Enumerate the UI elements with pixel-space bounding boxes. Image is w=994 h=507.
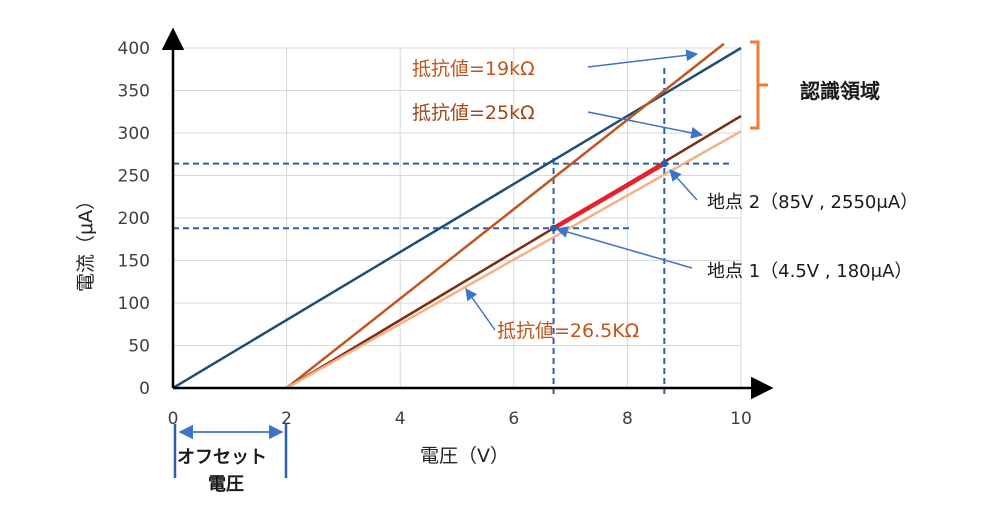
x-tick-label: 4 bbox=[395, 409, 406, 429]
y-tick-label: 250 bbox=[118, 167, 150, 187]
label-recognition-region: 認識領域 bbox=[800, 79, 880, 103]
x-tick-label: 10 bbox=[730, 409, 752, 429]
arrow-26-5k bbox=[465, 288, 496, 331]
arrow-25k bbox=[587, 111, 704, 139]
y-tick-label: 200 bbox=[118, 209, 150, 229]
y-tick-label: 350 bbox=[118, 82, 150, 102]
label-offset-voltage-1: オフセット bbox=[177, 447, 267, 468]
series-lines bbox=[172, 42, 742, 390]
x-tick-label: 6 bbox=[508, 409, 519, 429]
label-offset-voltage-2: 電圧 bbox=[208, 474, 244, 495]
y-tick-label: 400 bbox=[118, 39, 150, 59]
label-point-1: 地点 1（4.5V , 180μA） bbox=[707, 261, 912, 282]
grid bbox=[173, 47, 742, 388]
label-point-2: 地点 2（85V , 2550μA） bbox=[707, 192, 918, 213]
recognition-region-bracket bbox=[750, 40, 768, 130]
y-tick-label: 50 bbox=[128, 337, 150, 357]
reference-point-marker bbox=[660, 160, 668, 168]
x-tick-label: 0 bbox=[168, 409, 179, 429]
y-axis-title: 電流（μA） bbox=[75, 191, 97, 292]
y-tick-label: 100 bbox=[118, 294, 150, 314]
x-tick-label: 8 bbox=[622, 409, 633, 429]
label-resistance-19k: 抵抗値=19kΩ bbox=[412, 58, 535, 80]
label-resistance-25k: 抵抗値=25kΩ bbox=[412, 102, 535, 124]
y-tick-label: 150 bbox=[118, 252, 150, 272]
series-line-1 bbox=[285, 42, 725, 389]
offset-voltage-bracket bbox=[173, 424, 288, 478]
highlight-segment bbox=[551, 161, 667, 231]
series-line-3 bbox=[285, 130, 742, 390]
y-tick-label: 300 bbox=[118, 124, 150, 144]
x-tick-label: 2 bbox=[281, 409, 292, 429]
tick-labels: 0 50 100 150 200 250 300 350 400 0 2 4 6 8 10 bbox=[118, 39, 752, 429]
arrow-point-2 bbox=[669, 169, 698, 201]
x-axis-title: 電圧（V） bbox=[420, 445, 509, 467]
label-resistance-26-5k: 抵抗値=26.5KΩ bbox=[497, 320, 639, 342]
reference-point-marker bbox=[550, 224, 558, 232]
arrow-point-1 bbox=[555, 226, 693, 269]
arrow-19k bbox=[587, 49, 699, 68]
y-tick-label: 0 bbox=[139, 379, 150, 399]
